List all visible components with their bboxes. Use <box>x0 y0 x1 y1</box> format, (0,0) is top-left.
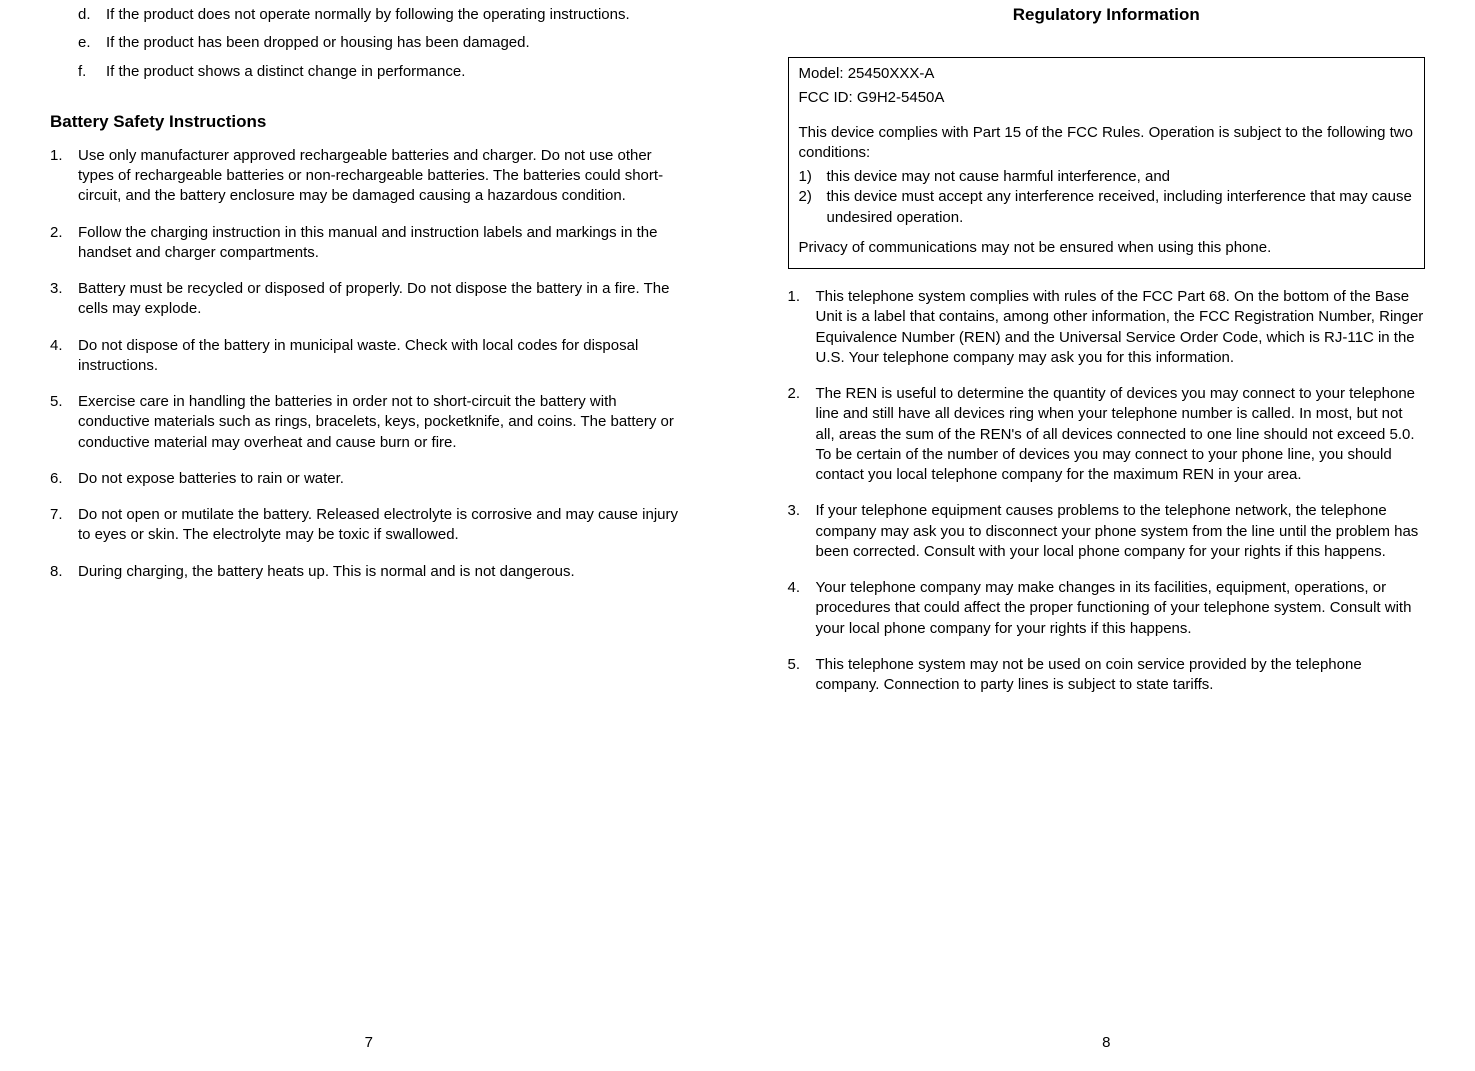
item-text: Do not open or mutilate the battery. Rel… <box>78 506 678 543</box>
item-text: During charging, the battery heats up. T… <box>78 563 575 580</box>
marker: d. <box>78 5 91 25</box>
list-item: 8. During charging, the battery heats up.… <box>50 562 688 582</box>
item-text: Follow the charging instruction in this … <box>78 224 657 261</box>
model-line: Model: 25450XXX-A <box>799 64 1415 84</box>
list-item: 2) this device must accept any interferen… <box>799 187 1415 228</box>
conditions-list: 1) this device may not cause harmful inte… <box>799 167 1415 228</box>
privacy-line: Privacy of communications may not be ens… <box>799 238 1415 258</box>
regulatory-heading: Regulatory Information <box>788 5 1426 25</box>
marker: 2) <box>799 187 812 207</box>
marker: 2. <box>50 223 63 243</box>
list-item: 6. Do not expose batteries to rain or wat… <box>50 469 688 489</box>
list-item: 1. Use only manufacturer approved recharg… <box>50 146 688 207</box>
marker: 4. <box>50 336 63 356</box>
item-text: Your telephone company may make changes … <box>816 579 1412 637</box>
page-left: d. If the product does not operate normal… <box>0 0 738 1071</box>
box-intro: This device complies with Part 15 of the… <box>799 123 1415 164</box>
item-text: This telephone system may not be used on… <box>816 656 1362 693</box>
list-item: 4. Your telephone company may make change… <box>788 578 1426 639</box>
page-number: 7 <box>0 1034 738 1051</box>
item-text: This telephone system complies with rule… <box>816 288 1424 366</box>
regulatory-box: Model: 25450XXX-A FCC ID: G9H2-5450A Thi… <box>788 57 1426 269</box>
item-text: If your telephone equipment causes probl… <box>816 502 1419 560</box>
marker: e. <box>78 33 91 53</box>
page-right: Regulatory Information Model: 25450XXX-A… <box>738 0 1475 1071</box>
marker: 1) <box>799 167 812 187</box>
item-text: If the product does not operate normally… <box>106 6 630 23</box>
list-item: 3. If your telephone equipment causes pro… <box>788 501 1426 562</box>
item-text: Battery must be recycled or disposed of … <box>78 280 669 317</box>
item-text: If the product shows a distinct change i… <box>106 63 465 80</box>
fccid-line: FCC ID: G9H2-5450A <box>799 88 1415 108</box>
marker: 6. <box>50 469 63 489</box>
item-text: The REN is useful to determine the quant… <box>816 385 1416 483</box>
marker: 3. <box>788 501 801 521</box>
list-item: 4. Do not dispose of the battery in munic… <box>50 336 688 377</box>
page-number: 8 <box>738 1034 1475 1051</box>
item-text: Do not dispose of the battery in municip… <box>78 337 638 374</box>
marker: 5. <box>788 655 801 675</box>
battery-list: 1. Use only manufacturer approved recharg… <box>50 146 688 598</box>
marker: 8. <box>50 562 63 582</box>
marker: f. <box>78 62 86 82</box>
item-text: Do not expose batteries to rain or water… <box>78 470 344 487</box>
item-text: If the product has been dropped or housi… <box>106 34 530 51</box>
list-item: 5. Exercise care in handling the batterie… <box>50 392 688 453</box>
marker: 1. <box>50 146 63 166</box>
marker: 4. <box>788 578 801 598</box>
list-item: 5. This telephone system may not be used … <box>788 655 1426 696</box>
list-item: e. If the product has been dropped or hou… <box>78 33 688 53</box>
list-item: 7. Do not open or mutilate the battery. R… <box>50 505 688 546</box>
list-item: f. If the product shows a distinct change… <box>78 62 688 82</box>
item-text: this device must accept any interference… <box>827 188 1412 225</box>
list-item: 3. Battery must be recycled or disposed o… <box>50 279 688 320</box>
letter-list: d. If the product does not operate normal… <box>50 5 688 90</box>
list-item: d. If the product does not operate normal… <box>78 5 688 25</box>
list-item: 1) this device may not cause harmful inte… <box>799 167 1415 187</box>
list-item: 2. The REN is useful to determine the qua… <box>788 384 1426 485</box>
marker: 2. <box>788 384 801 404</box>
list-item: 1. This telephone system complies with ru… <box>788 287 1426 368</box>
item-text: Use only manufacturer approved rechargea… <box>78 147 663 205</box>
list-item: 2. Follow the charging instruction in thi… <box>50 223 688 264</box>
battery-heading: Battery Safety Instructions <box>50 112 688 132</box>
marker: 5. <box>50 392 63 412</box>
item-text: this device may not cause harmful interf… <box>827 168 1171 185</box>
marker: 1. <box>788 287 801 307</box>
marker: 3. <box>50 279 63 299</box>
regulatory-list: 1. This telephone system complies with ru… <box>788 287 1426 711</box>
marker: 7. <box>50 505 63 525</box>
item-text: Exercise care in handling the batteries … <box>78 393 674 451</box>
